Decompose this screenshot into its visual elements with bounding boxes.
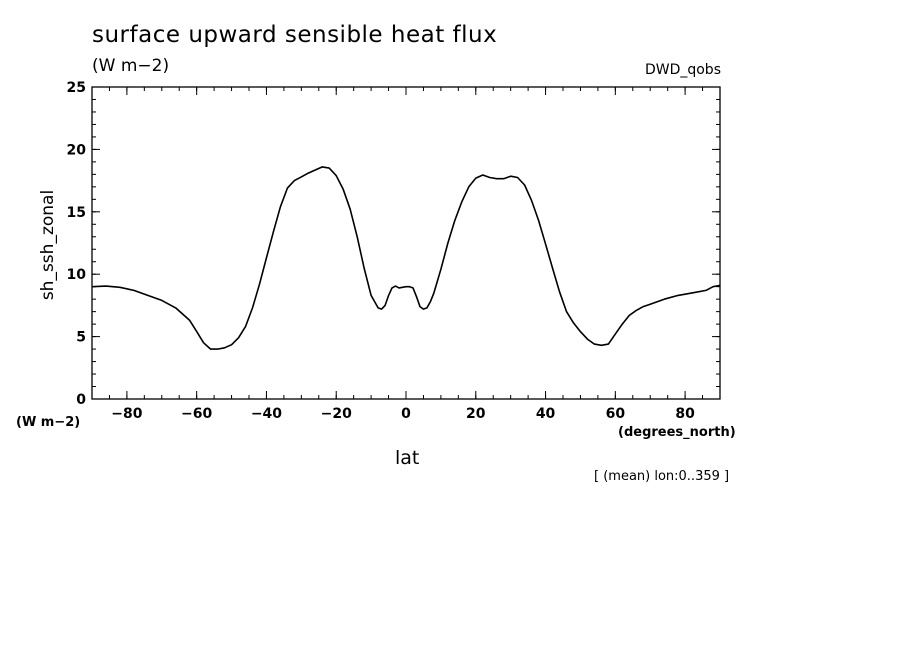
x-tick-label: 80: [675, 406, 695, 422]
x-axis-label: lat: [395, 447, 420, 469]
minor-ticks: [91, 86, 721, 400]
x-tick-label: 60: [606, 406, 626, 422]
x-tick-label: 0: [401, 406, 411, 422]
x-tick-label: 20: [466, 406, 486, 422]
major-ticks: [92, 86, 720, 400]
chart-title: surface upward sensible heat flux: [92, 22, 498, 48]
x-tick-label: −60: [181, 406, 212, 422]
tick-labels: −80 −60 −40 −20 0 20 40 60 80 0 5 10 15 20 25: [67, 80, 696, 422]
averaging-footnote: [ (mean) lon:0..359 ]: [594, 469, 730, 484]
x-tick-label: −20: [321, 406, 352, 422]
x-tick-label: −80: [111, 406, 142, 422]
dataset-label: DWD_qobs: [644, 62, 721, 78]
y-tick-label: 25: [67, 80, 86, 96]
y-tick-label: 5: [76, 330, 86, 346]
y-tick-label: 10: [67, 267, 87, 283]
x-tick-label: −40: [251, 406, 282, 422]
x-tick-label: 40: [536, 406, 556, 422]
series-line-sh-ssh-zonal: [91, 166, 721, 350]
plot-frame: [91, 86, 721, 400]
chart-units: (W m−2): [92, 56, 170, 76]
y-tick-label: 15: [67, 205, 86, 221]
x-axis-units: (degrees_north): [618, 425, 736, 440]
y-axis-units: (W m−2): [16, 415, 81, 430]
y-tick-label: 0: [76, 392, 86, 408]
y-tick-label: 20: [67, 142, 87, 158]
